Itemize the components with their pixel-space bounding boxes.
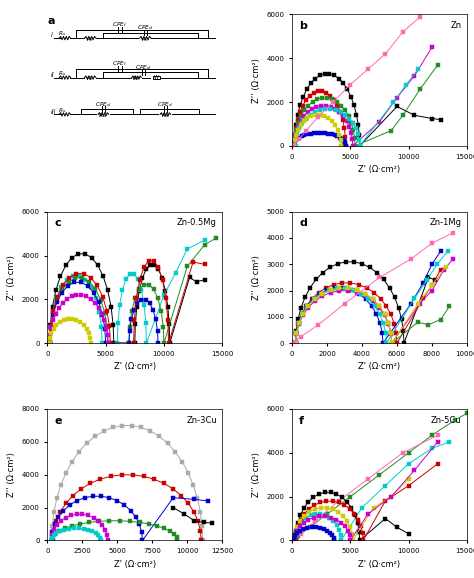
Text: $CPE_{dl}$: $CPE_{dl}$	[137, 24, 154, 32]
Text: $CPE_{ol}$: $CPE_{ol}$	[95, 100, 112, 109]
Text: c: c	[55, 218, 61, 228]
X-axis label: Z' (Ω·cm²): Z' (Ω·cm²)	[358, 362, 401, 372]
Text: d: d	[299, 218, 307, 228]
Text: Zn-3Cu: Zn-3Cu	[186, 416, 217, 424]
Text: $R_f$: $R_f$	[86, 75, 94, 83]
Text: $CPE_f$: $CPE_f$	[112, 60, 128, 68]
Text: ii: ii	[51, 72, 54, 78]
Text: iii: iii	[51, 109, 56, 114]
X-axis label: Z' (Ω·cm²): Z' (Ω·cm²)	[358, 165, 401, 174]
Text: $R_d$: $R_d$	[161, 112, 170, 120]
Text: $R_f$: $R_f$	[86, 35, 94, 44]
X-axis label: Z' (Ω·cm²): Z' (Ω·cm²)	[114, 560, 156, 569]
Text: $R_t$: $R_t$	[141, 35, 149, 44]
Text: $CPE_{dl}$: $CPE_{dl}$	[135, 63, 152, 72]
Y-axis label: Z’’ (Ω·cm²): Z’’ (Ω·cm²)	[7, 255, 16, 300]
Y-axis label: Z’’ (Ω·cm²): Z’’ (Ω·cm²)	[252, 58, 261, 103]
Text: W: W	[154, 75, 159, 80]
Text: $CPE_f$: $CPE_f$	[112, 20, 128, 29]
Y-axis label: Z’’ (Ω·cm²): Z’’ (Ω·cm²)	[7, 452, 16, 497]
Text: $CPE_d$: $CPE_d$	[157, 100, 173, 109]
X-axis label: Z' (Ω·cm²): Z' (Ω·cm²)	[114, 362, 156, 372]
Y-axis label: Z’’ (Ω·cm²): Z’’ (Ω·cm²)	[252, 452, 261, 497]
Text: f: f	[299, 416, 304, 425]
Text: i: i	[51, 32, 52, 39]
Text: Zn-5Cu: Zn-5Cu	[431, 416, 462, 424]
Text: Zn-1Mg: Zn-1Mg	[429, 218, 462, 227]
Text: Zn-0.5Mg: Zn-0.5Mg	[177, 218, 217, 227]
Text: Zn: Zn	[450, 21, 462, 30]
X-axis label: Z' (Ω·cm²): Z' (Ω·cm²)	[358, 560, 401, 569]
Text: b: b	[299, 21, 307, 31]
Text: a: a	[47, 16, 55, 27]
Bar	[153, 76, 160, 79]
Text: e: e	[55, 416, 62, 425]
Text: $R_s$: $R_s$	[58, 106, 66, 114]
Text: $R_{ol}$: $R_{ol}$	[99, 112, 108, 120]
Text: $R_t$: $R_t$	[132, 75, 139, 83]
Y-axis label: Z’’ (Ω·cm²): Z’’ (Ω·cm²)	[252, 255, 261, 300]
Text: $R_s$: $R_s$	[58, 69, 66, 78]
Text: $R_s$: $R_s$	[58, 29, 66, 38]
